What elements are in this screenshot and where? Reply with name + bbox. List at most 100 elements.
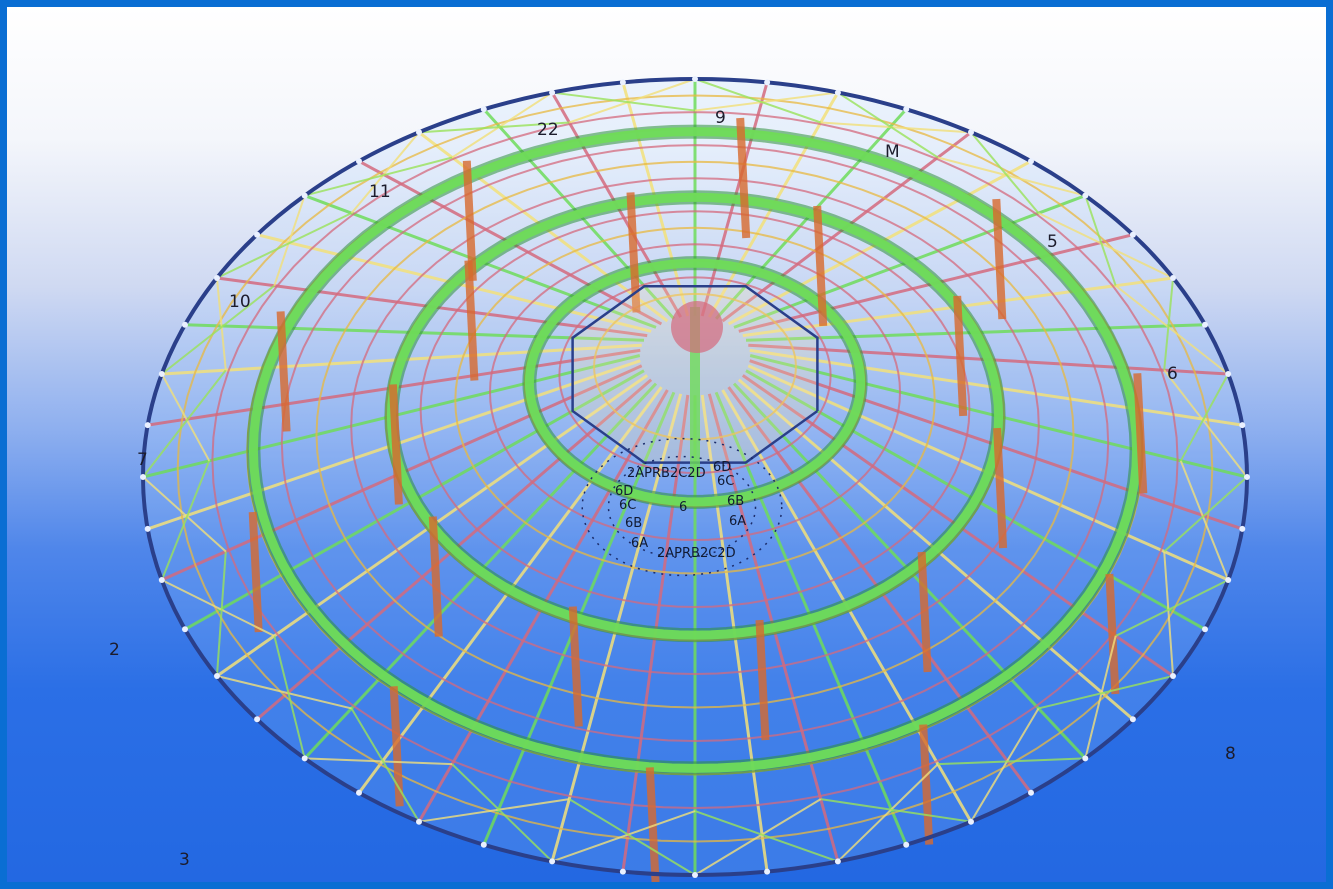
cross-brace [1115,284,1229,375]
purlin-ring [488,243,902,542]
rim-node [356,789,362,796]
cross-brace [552,91,696,112]
rim-node [1082,755,1089,762]
rim-node [903,106,910,113]
grid-label-3: 3 [179,850,190,870]
rim-node [254,716,261,723]
rim-node [1202,626,1208,633]
cross-brace [350,131,420,214]
grid-label-7: 7 [137,450,148,470]
cross-brace [1038,212,1174,279]
support-column [919,724,934,845]
rim-node [1082,192,1089,199]
cross-brace [694,798,822,876]
cross-brace [418,121,570,134]
rim-node [1129,231,1136,238]
purlin-ring [593,292,797,441]
rim-node [834,858,841,865]
rim-node [692,76,698,82]
purlin-ring [454,226,936,575]
grid-label-11: 11 [369,182,391,202]
rim-node [619,79,626,86]
rim-node [158,577,165,583]
grid-label-8: 8 [1225,744,1236,764]
grid-label-9: 9 [715,108,726,128]
support-column [462,160,477,281]
cross-brace [273,635,306,759]
rim-node [1225,577,1232,583]
cross-brace [216,212,352,279]
support-column [813,205,828,327]
rim-node [140,474,146,480]
floor-grid-circle [581,437,783,577]
rim-node [214,275,220,281]
cross-brace [551,810,696,863]
cross-brace [820,798,972,823]
support-column [276,311,291,432]
cross-brace [937,156,1086,197]
purlin-ring [176,94,1214,843]
center-label-top: 2APRB2C2D [627,466,706,481]
rim-node [254,231,261,238]
rim-node [158,371,165,377]
dome-structure-diagram: 22 9 M 11 5 10 6 7 2 8 3 2APRB2C2D 6D 6D… [109,76,1250,882]
cross-brace [837,763,939,863]
rim-node [416,818,422,825]
center-label-6a-right: 6A [729,514,746,529]
cross-brace [216,675,352,710]
rim-node [968,818,974,825]
rim-node [214,673,220,679]
center-label-6d-right: 6D [713,460,731,475]
cross-brace [1179,373,1230,462]
purlin-ring [211,111,1179,810]
rim-node [416,129,422,136]
cross-brace [970,131,1040,214]
cross-brace [1115,579,1229,637]
rim-node [356,158,362,165]
central-core [571,284,819,577]
cross-brace [568,798,696,876]
cross-brace [820,121,972,134]
center-label-6b-right: 6B [727,494,744,509]
support-column [953,295,968,417]
cross-brace [937,757,1086,766]
cross-brace [215,551,227,677]
cross-brace [568,78,696,124]
support-column [1105,573,1120,695]
rim-node [903,841,910,848]
rim-node [144,525,151,532]
rim-node [968,129,974,136]
floor-grid-circle [607,455,757,559]
grid-label-2: 2 [109,640,120,660]
cross-brace [304,757,453,766]
rim-node [1170,673,1176,679]
cross-brace [1084,635,1117,759]
cross-brace [451,763,553,863]
center-label-bottom: 2APRB2C2D [657,546,736,561]
rim-node [182,321,188,328]
cross-brace [1163,277,1175,371]
cross-brace [160,373,211,462]
rim-node [1239,422,1246,429]
support-column [992,198,1007,320]
grid-label-22: 22 [537,120,559,140]
support-column [736,117,751,239]
cross-brace [142,369,227,478]
cross-brace [694,91,838,112]
cross-brace [1179,460,1230,581]
truss-ring [524,258,866,507]
rim-node [480,841,487,848]
cross-brace [1084,195,1117,286]
support-column [248,511,263,633]
cross-brace [1163,476,1248,553]
rim-node [1129,716,1136,723]
central-hub [671,301,723,353]
grid-label-10: 10 [229,292,251,312]
cross-brace [304,156,453,197]
cross-brace [161,579,275,637]
rim-node [301,192,308,199]
rim-node [619,868,626,875]
support-column [1133,373,1148,494]
cross-brace [1163,369,1248,478]
